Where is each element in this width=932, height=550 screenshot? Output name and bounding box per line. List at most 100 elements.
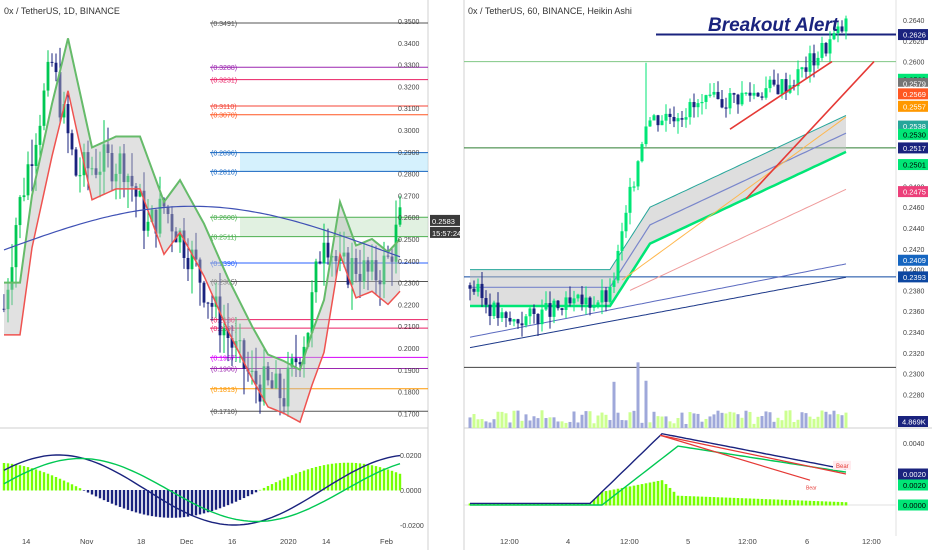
volume-bar (812, 418, 816, 428)
volume-bar (544, 418, 548, 428)
volume-bar (788, 410, 792, 428)
volume-bar (660, 416, 664, 428)
left-candle-body (350, 258, 354, 285)
volume-bar (548, 417, 552, 428)
volume-bar (504, 413, 508, 428)
volume-bar (724, 413, 728, 428)
volume-bar (744, 410, 748, 428)
left-macd-bar (182, 490, 186, 518)
left-candle-body (262, 366, 266, 402)
left-candle-body (46, 61, 50, 91)
left-price-axis: 0.3500 0.3400 0.3300 0.3200 0.3100 0.3000 0.29… (398, 19, 461, 418)
left-candle-body (250, 370, 254, 372)
right-macd-bar (700, 496, 704, 506)
left-macd-bar (210, 490, 214, 512)
left-time-tick: Nov (80, 537, 94, 546)
ha-candle-body (732, 93, 736, 95)
right-macd-bar (628, 486, 632, 506)
right-macd-bar (636, 484, 640, 506)
left-candle-body (26, 164, 30, 196)
volume-bar (748, 411, 752, 428)
left-macd-bar (42, 472, 46, 491)
left-macd-bar (314, 466, 318, 491)
left-macd-bar (346, 462, 350, 491)
ha-candle-body (608, 286, 612, 302)
volume-bar (480, 419, 484, 428)
ha-candle-body (736, 94, 740, 105)
fib-zone-blue (240, 152, 428, 172)
right-macd-bar (776, 499, 780, 506)
left-cloud-upper (4, 38, 401, 372)
price-tag-bg (898, 29, 928, 41)
left-macd-bar (338, 462, 342, 491)
macd-tag-bg (898, 468, 928, 480)
volume-bar (844, 412, 848, 428)
ha-candle-body (528, 308, 532, 317)
right-macd-bar (712, 497, 716, 506)
last-price-tag: 0.2583 (432, 217, 455, 226)
left-macd-bar (274, 482, 278, 491)
left-candle-body (206, 302, 210, 304)
left-candle-body (362, 260, 366, 282)
right-macd-bar (652, 481, 656, 506)
countdown-tag: 15:57:24 (432, 229, 461, 238)
left-macd-bar (118, 490, 122, 507)
right-time-tick: 5 (686, 537, 690, 546)
ha-candle-body (772, 79, 776, 85)
left-macd-tick: 0.0000 (400, 488, 422, 495)
right-signal-line (470, 445, 847, 506)
left-candle-body (126, 175, 130, 183)
right-macd-bar (736, 498, 740, 506)
left-candle-body (290, 358, 294, 368)
left-signal-line (3, 457, 401, 523)
ha-candle-body (692, 102, 696, 108)
left-macd-bar (202, 490, 206, 514)
left-candle-body (70, 133, 74, 150)
left-macd-bar (126, 490, 130, 510)
left-macd-bar (398, 473, 402, 491)
volume-bar (492, 419, 496, 428)
ha-candle-body (492, 302, 496, 317)
right-time-tick: 12:00 (738, 537, 757, 546)
left-macd-bar (62, 480, 66, 491)
ha-candle-body (768, 79, 772, 89)
left-macd-bar (242, 490, 246, 499)
ha-candle-body (468, 285, 472, 289)
left-candle-body (66, 104, 70, 134)
left-candle-body (182, 230, 186, 258)
left-macd-bar (266, 485, 270, 491)
volume-bar (820, 410, 824, 428)
right-macd-bar (748, 498, 752, 506)
ha-candle-body (616, 250, 620, 281)
volume-bar (592, 423, 596, 428)
left-candle-body (106, 144, 110, 153)
left-macd-bar (150, 490, 154, 517)
left-candle-body (354, 258, 358, 274)
left-macd-bar (46, 473, 50, 491)
ha-candle-body (660, 120, 664, 126)
right-macd-bar (668, 487, 672, 506)
countdown-tag-bg (430, 226, 460, 238)
volume-bar (764, 411, 768, 428)
volume-bar (728, 411, 732, 428)
left-macd-bar (358, 463, 362, 491)
left-price-tick: 0.1800 (398, 390, 420, 397)
left-macd-bar (186, 490, 190, 517)
left-macd-bar (246, 490, 250, 497)
volume-bar (704, 418, 708, 428)
left-macd-bar (214, 490, 218, 510)
right-macd-bar (796, 500, 800, 506)
fib-label: (0.1813) (211, 387, 237, 394)
ha-candle-body (828, 39, 832, 54)
volume-tag-bg (898, 416, 928, 427)
left-candle-body (62, 104, 66, 118)
ha-candle-body (624, 212, 628, 232)
bear-label-bg (833, 460, 851, 470)
left-macd-bar (354, 463, 358, 491)
fib-label: (0.3110) (211, 104, 237, 111)
volume-bar (688, 412, 692, 428)
left-candle-body (326, 242, 330, 258)
left-macd-bar (174, 490, 178, 518)
price-tag: 0.2579 (903, 79, 926, 88)
fib-label: (0.1906) (211, 366, 237, 373)
